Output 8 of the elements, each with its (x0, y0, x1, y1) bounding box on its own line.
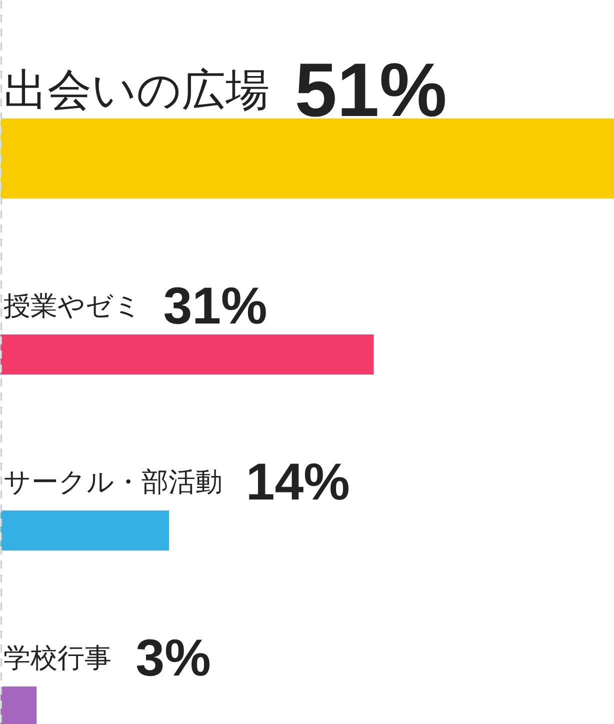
data-label: 31% (163, 278, 268, 336)
y-tick-label: 出会いの広場 (4, 65, 270, 116)
y-tick-label: サークル・部活動 (4, 467, 222, 498)
data-label: 51% (294, 48, 447, 133)
data-label: 3% (136, 630, 211, 688)
y-tick-label: 授業やゼミ (4, 291, 142, 322)
y-tick-label: 学校行事 (4, 643, 112, 674)
data-label: 14% (246, 454, 350, 512)
